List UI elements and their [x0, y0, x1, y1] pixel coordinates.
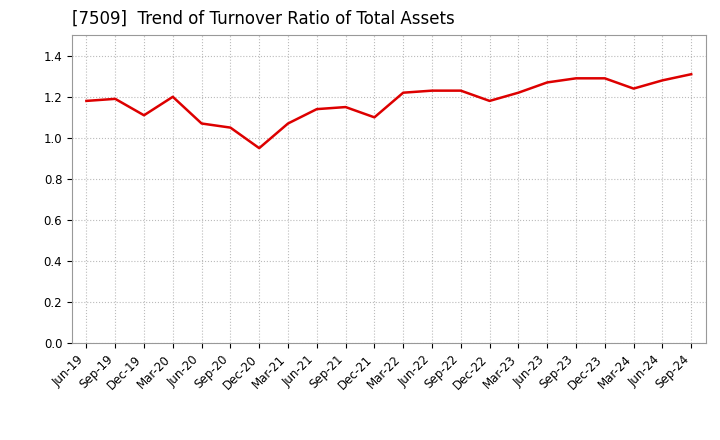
Text: [7509]  Trend of Turnover Ratio of Total Assets: [7509] Trend of Turnover Ratio of Total …: [72, 10, 455, 28]
